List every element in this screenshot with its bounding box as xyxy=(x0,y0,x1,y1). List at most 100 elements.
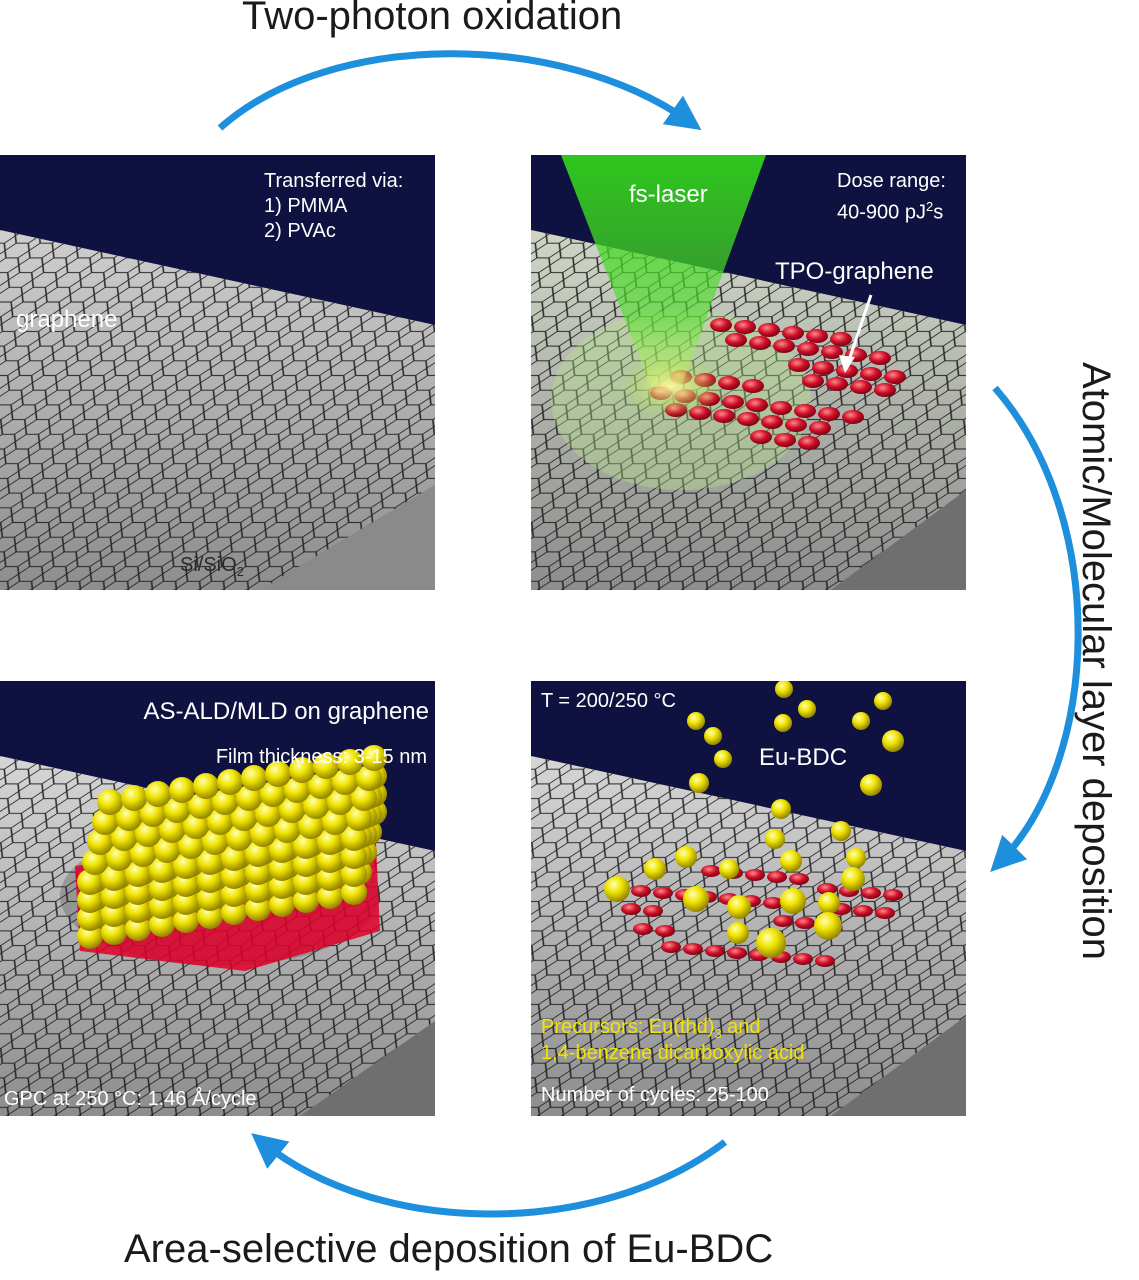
film-sphere xyxy=(245,841,271,867)
film-sphere xyxy=(121,785,147,811)
film-sphere xyxy=(356,765,382,791)
film-sphere xyxy=(341,825,367,851)
film-sphere xyxy=(293,833,319,859)
film-sphere xyxy=(221,881,247,907)
film-sphere xyxy=(173,871,199,897)
fs-laser-label: fs-laser xyxy=(629,181,708,208)
film-sphere xyxy=(236,785,262,811)
film-sphere xyxy=(274,817,300,843)
arrow-right xyxy=(990,385,1082,873)
film-sphere xyxy=(87,829,113,855)
film-sphere xyxy=(341,843,367,869)
precursors-line-1: Precursors: Eu(thd)3 and xyxy=(541,1016,761,1041)
film-sphere xyxy=(313,753,339,779)
precursors-line-2: 1,4-benzene dicarboxylic acid xyxy=(541,1042,805,1064)
tpo-graphene-pattern xyxy=(650,318,906,450)
film-sphere xyxy=(337,749,363,775)
film-sphere xyxy=(77,869,103,895)
film-sphere xyxy=(346,805,372,831)
laser-beam xyxy=(561,155,766,387)
film-sphere xyxy=(221,899,247,925)
film-sphere xyxy=(303,793,329,819)
film-sphere xyxy=(212,789,238,815)
transfer-title: Transferred via: xyxy=(264,170,404,192)
film-sphere xyxy=(101,883,127,909)
film-sphere xyxy=(111,825,137,851)
film-sphere xyxy=(317,829,343,855)
film-sphere xyxy=(97,789,123,815)
film-sphere xyxy=(101,919,127,945)
film-sphere xyxy=(327,789,353,815)
film-sphere xyxy=(265,761,291,787)
film-sphere xyxy=(77,887,103,913)
film-sphere xyxy=(101,865,127,891)
film-sphere xyxy=(231,805,257,831)
graphene-label: graphene xyxy=(16,306,118,333)
film-sphere xyxy=(149,857,175,883)
film-panel-title: AS-ALD/MLD on graphene xyxy=(143,698,430,725)
film-sphere xyxy=(279,797,305,823)
film-sphere xyxy=(173,889,199,915)
film-sphere xyxy=(197,849,223,875)
film-sphere xyxy=(77,905,103,931)
arrow-top xyxy=(217,50,702,131)
film-sphere xyxy=(293,887,319,913)
film-sphere xyxy=(193,773,219,799)
film-sphere xyxy=(269,891,295,917)
film-sphere xyxy=(169,777,195,803)
film-sphere xyxy=(173,853,199,879)
film-sphere xyxy=(188,793,214,819)
gpc-label: GPC at 250 °C: 1.46 Å/cycle xyxy=(4,1088,257,1110)
film-sphere xyxy=(145,781,171,807)
eu-bdc-label: Eu-BDC xyxy=(759,744,848,771)
film-sphere xyxy=(255,801,281,827)
film-sphere xyxy=(289,757,315,783)
film-sphere xyxy=(125,915,151,941)
film-sphere xyxy=(106,845,132,871)
film-scene xyxy=(0,681,435,1116)
film-sphere xyxy=(130,841,156,867)
film-sphere xyxy=(217,769,243,795)
film-sphere xyxy=(140,801,166,827)
film-sphere xyxy=(245,877,271,903)
film-sphere xyxy=(298,813,324,839)
film-sphere xyxy=(361,745,387,771)
precursor-scene xyxy=(531,681,966,1116)
film-sphere xyxy=(317,883,343,909)
cycles-label: Number of cycles: 25-100 xyxy=(541,1084,769,1106)
film-sphere xyxy=(178,833,204,859)
film-sphere xyxy=(341,879,367,905)
film-sphere xyxy=(207,809,233,835)
film-sphere xyxy=(197,903,223,929)
film-sphere xyxy=(183,813,209,839)
film-sphere xyxy=(322,809,348,835)
film-sphere xyxy=(284,777,310,803)
film-sphere xyxy=(135,821,161,847)
temperature-label: T = 200/250 °C xyxy=(541,690,676,712)
film-sphere xyxy=(202,829,228,855)
dose-range-title: Dose range: xyxy=(837,170,946,192)
film-sphere xyxy=(221,863,247,889)
substrate-label: Si/SiO2 xyxy=(180,554,244,579)
transfer-method-2: 2) PVAc xyxy=(264,220,336,242)
film-sphere xyxy=(197,867,223,893)
film-sphere xyxy=(260,781,286,807)
film-sphere xyxy=(308,773,334,799)
film-sphere xyxy=(221,845,247,871)
film-sphere xyxy=(293,869,319,895)
film-sphere xyxy=(241,765,267,791)
step-title-bottom: Area-selective deposition of Eu-BDC xyxy=(124,1227,774,1271)
film-spheres xyxy=(77,745,387,949)
film-sphere xyxy=(125,879,151,905)
film-sphere xyxy=(341,861,367,887)
graphene-scene xyxy=(0,155,435,590)
panel-laser-oxidation: fs-laser Dose range: 40-900 pJ2s TPO-gra… xyxy=(531,155,966,590)
film-sphere xyxy=(250,821,276,847)
panel-deposited-film: AS-ALD/MLD on graphene Film thickness: 3… xyxy=(0,681,435,1116)
step-title-right: Atomic/Molecular layer deposition xyxy=(1074,362,1118,961)
film-sphere xyxy=(173,907,199,933)
film-sphere xyxy=(269,837,295,863)
film-sphere xyxy=(317,865,343,891)
film-sphere xyxy=(164,797,190,823)
